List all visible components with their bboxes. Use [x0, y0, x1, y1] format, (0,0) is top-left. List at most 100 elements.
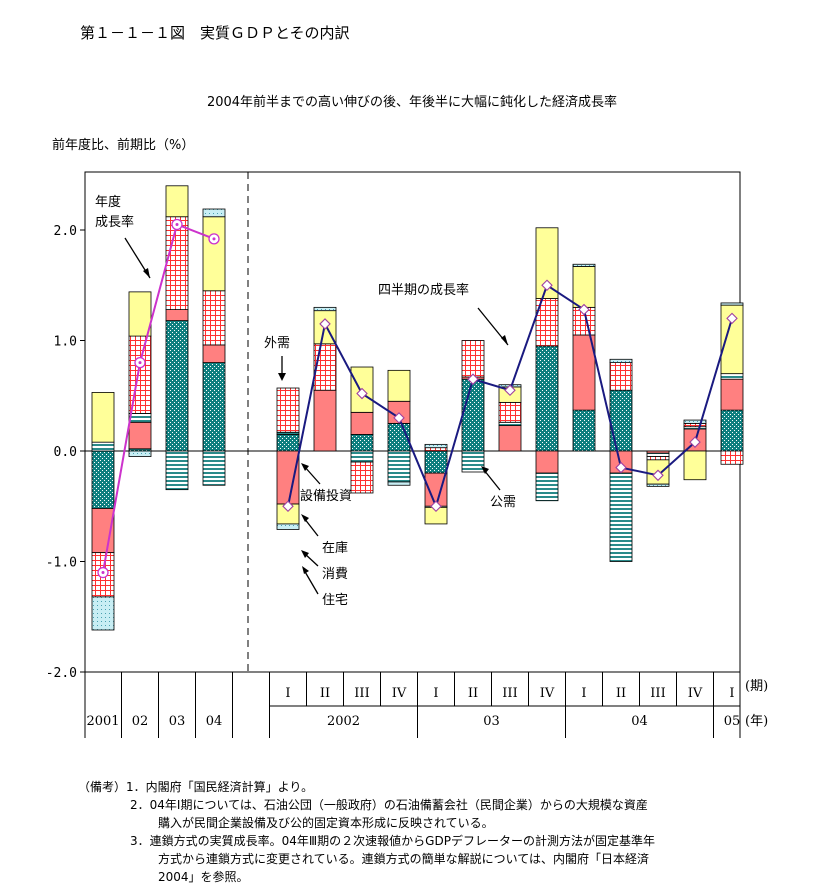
bar-segment-investment: [720, 409, 744, 452]
period-label: IV: [392, 686, 407, 701]
period-label: IV: [540, 686, 555, 701]
public-arrow: [483, 469, 501, 491]
bar-segment-public: [498, 421, 522, 426]
investment-arrow: [303, 465, 321, 485]
year-label: 05: [724, 714, 741, 729]
y-tick-label: -1.0: [46, 556, 77, 571]
bar-segment-investment: [461, 378, 485, 452]
year-label: 2001: [86, 714, 119, 729]
bar-segment-inventory: [202, 344, 226, 364]
bar-segment-housing: [128, 450, 152, 457]
y-axis-label: 前年度比、前期比（%）: [52, 137, 194, 153]
y-tick-label: 1.0: [54, 335, 77, 350]
q-growth-marker: [578, 303, 590, 316]
chart-subtitle: 2004年前半までの高い伸びの後、年後半に大幅に鈍化した経済成長率: [207, 94, 617, 110]
stacked-bars: [91, 185, 744, 631]
bar-segment-housing: [387, 481, 411, 486]
bar-segment-investment: [202, 362, 226, 452]
bar-segment-investment: [165, 320, 189, 452]
fy-growth-marker-dot: [138, 361, 142, 365]
period-label: I: [729, 686, 734, 701]
bar-segment-external: [720, 450, 744, 465]
bar-segment-investment: [609, 389, 633, 452]
q-growth-marker: [726, 312, 738, 325]
bar-segment-housing: [646, 483, 670, 487]
bar-segment-housing: [609, 358, 633, 364]
bar-segment-housing: [720, 302, 744, 306]
fy-growth-marker-dot: [175, 222, 179, 226]
fy-growth-arrowhead: [143, 268, 150, 278]
q-growth-marker: [393, 412, 405, 424]
public-annotation: 公需: [490, 495, 516, 510]
bar-segment-public: [128, 413, 152, 423]
bar-segment-external: [276, 387, 300, 433]
bar-segment-external: [646, 456, 670, 461]
bar-segment-consumption: [202, 216, 226, 292]
y-tick-label: 2.0: [54, 224, 77, 239]
consumption-annotation: 消費: [322, 567, 348, 582]
bar-segment-investment: [91, 450, 115, 509]
inventory-arrowhead: [301, 514, 309, 522]
bar-segment-external: [202, 290, 226, 346]
y-tick-label: -2.0: [46, 666, 77, 681]
bar-segment-external: [498, 401, 522, 423]
q-growth-marker: [504, 384, 516, 397]
period-label: II: [616, 686, 626, 701]
period-label: I: [581, 686, 586, 701]
bar-segment-housing: [424, 443, 448, 449]
year-label: 04: [206, 714, 223, 729]
period-label: III: [502, 686, 517, 701]
bar-segment-consumption: [387, 369, 411, 402]
bar-segment-public: [535, 472, 559, 502]
note-line-1: （備考）1．内閣府「国民経済計算」より。: [78, 779, 313, 794]
bar-segment-inventory: [165, 309, 189, 322]
year-label: 2002: [327, 714, 360, 729]
period-label: II: [468, 686, 478, 701]
growth-lines: [97, 218, 738, 579]
q-growth-marker: [615, 461, 627, 474]
period-label: IV: [688, 686, 703, 701]
investment-annotation: 設備投資: [300, 488, 352, 504]
bar-segment-housing: [572, 263, 596, 267]
period-unit-label: (期): [745, 679, 768, 694]
year-unit-label: (年): [745, 714, 768, 729]
note-line-4: 3．連鎖方式の実質成長率。04年Ⅲ期の２次速報値からGDPデフレーターの計測方法…: [130, 833, 655, 848]
bar-segment-public: [91, 441, 115, 452]
year-label: 02: [132, 714, 149, 729]
bar-segment-housing: [276, 523, 300, 530]
bar-segment-public: [461, 450, 485, 473]
line-fy_growth: [102, 223, 215, 573]
note-line-2: 2．04年Ⅰ期については、石油公団（一般政府）の石油備蓄会社（民間企業）からの大…: [130, 797, 648, 812]
bar-segment-investment: [424, 450, 448, 474]
bar-segment-investment: [572, 409, 596, 452]
bar-segment-consumption: [572, 266, 596, 308]
bar-segment-external: [424, 447, 448, 452]
q-growth-marker: [467, 373, 479, 385]
q-growth-arrowhead: [501, 335, 508, 345]
bar-segment-public: [387, 450, 411, 483]
housing-annotation: 住宅: [322, 593, 348, 608]
bar-segment-inventory: [720, 378, 744, 411]
note-line-5: 方式から連鎖方式に変更されている。連鎖方式の簡単な解説については、内閣府「日本経…: [158, 851, 649, 866]
q-growth-marker: [689, 436, 701, 448]
bar-segment-external: [683, 422, 707, 428]
bar-segment-public: [646, 452, 670, 457]
bar-segment-inventory: [276, 450, 300, 505]
period-label: III: [354, 686, 369, 701]
bar-segment-investment: [350, 434, 374, 452]
bar-segment-external: [350, 461, 374, 494]
bar-segment-inventory: [128, 421, 152, 450]
q-growth-marker: [541, 279, 553, 292]
year-label: 04: [631, 714, 648, 729]
bar-segment-public: [720, 373, 744, 380]
period-label: I: [433, 686, 438, 701]
q-growth-marker: [356, 387, 368, 400]
period-label: III: [650, 686, 665, 701]
housing-arrowhead: [302, 566, 309, 574]
external-arrowhead: [278, 373, 286, 381]
bar-segment-investment: [276, 434, 300, 452]
public-arrowhead: [481, 466, 489, 474]
consumption-arrowhead: [301, 550, 309, 558]
note-line-3: 購入が民間企業設備及び公的固定資本形成に反映されている。: [158, 815, 494, 830]
